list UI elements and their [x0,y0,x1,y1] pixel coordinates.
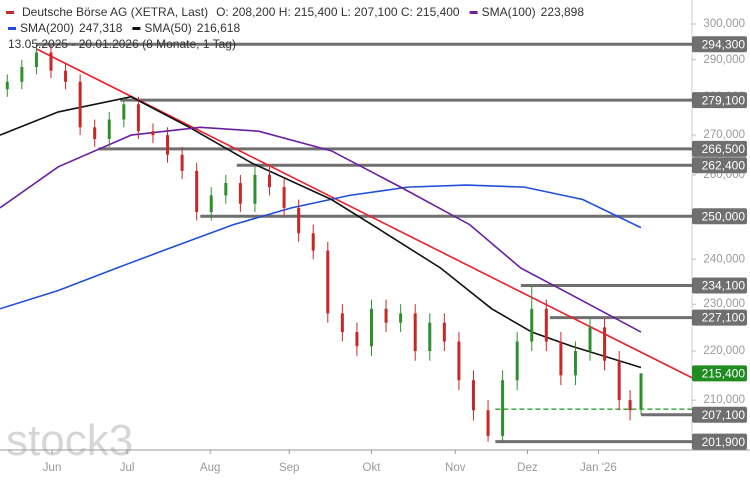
legend-marker [469,11,478,14]
level-label: 227,100 [702,311,746,325]
candle-body [603,327,607,361]
candle-body [282,187,286,208]
candle-body [195,170,199,213]
candle-body [107,119,111,140]
period: 13.05.2025 - 20.01.2026 (8 Monate, 1 Tag… [8,37,236,51]
level-box [692,277,747,294]
candle-body [49,52,53,71]
candle-body [573,351,577,376]
candle-body [5,81,9,90]
candle-body [20,67,24,82]
candle-body [166,135,170,155]
legend-marker [132,27,141,30]
candle-body [136,104,140,132]
level-label: 250,000 [702,209,746,223]
level-label: 266,500 [702,142,746,156]
candle-body [78,81,82,128]
candle-body [297,207,301,234]
candle-body [628,400,632,411]
candle-body [617,360,621,401]
y-tick-label: 210,000 [703,394,745,406]
ohlc: O: 208,200 H: 215,400 L: 207,100 C: 215,… [216,5,460,19]
chart-title: Deutsche Börse AG (XETRA, Last) [22,5,208,19]
level-box [692,36,747,53]
level-label: 262,400 [702,158,746,172]
candle-body [369,308,373,347]
candle-body [122,104,126,120]
candle-body [224,183,228,196]
level-label: 207,100 [702,408,746,422]
x-tick-label: Aug [200,462,220,474]
candle-body [413,313,417,352]
level-label: 234,100 [702,279,746,293]
candle-body [64,70,68,82]
sma-line [0,95,642,369]
legend-value: 223,898 [541,5,585,19]
x-tick-label: Jun [43,462,62,474]
legend-name: SMA(100) [482,5,536,19]
candle-body [501,380,505,436]
y-tick-label: 270,000 [703,129,745,141]
candle-body [399,313,403,323]
candle-body [34,52,38,68]
level-box [692,406,747,423]
watermark: stock3 [6,416,133,465]
legend-name: SMA(50) [144,21,191,35]
candle-body [544,308,548,342]
candle-body [457,341,461,381]
candle-body [384,308,388,323]
level-box [692,433,747,450]
level-label: 201,900 [702,435,746,449]
candle-body [486,410,490,436]
x-tick-label: Sep [279,462,299,474]
x-tick-label: Jul [120,462,135,474]
level-box [692,208,747,225]
legend-marker [8,27,16,30]
candle-body [238,183,242,204]
candle-body [442,322,446,342]
last-box [692,365,747,382]
legend-value: 216,618 [197,21,241,35]
candle-body [530,308,534,342]
candle-body [355,332,359,347]
candle-body [151,131,155,136]
sma-line [0,184,642,310]
header-marker [6,11,14,14]
level-box [692,92,747,109]
legend-value: 247,318 [79,21,123,35]
candle-body [311,233,315,251]
y-tick-label: 300,000 [703,18,745,30]
level-label: 294,300 [702,37,746,51]
candle-body [588,327,592,352]
y-tick-label: 240,000 [703,253,745,265]
level-box [692,140,747,157]
x-tick-label: Nov [445,462,466,474]
x-tick-label: Okt [363,462,382,474]
candle-body [268,174,272,188]
level-box [692,157,747,174]
x-tick-label: Dez [517,462,538,474]
candle-body [253,174,257,204]
candle-body [326,250,330,314]
candle-body [340,313,344,333]
candle-body [428,322,432,352]
sma-line [0,126,642,333]
x-tick-label: Jan '26 [580,462,617,474]
legend-name: SMA(200) [20,21,74,35]
candle-body [180,154,184,171]
candle-body [209,195,213,213]
level-box [692,309,747,326]
last-label: 215,400 [702,367,746,381]
candle-body [559,341,563,376]
y-tick-label: 290,000 [703,54,745,66]
candle-body [93,127,97,140]
y-tick-label: 230,000 [703,298,745,310]
y-tick-label: 220,000 [703,345,745,357]
candle-body [515,341,519,381]
level-label: 279,100 [702,93,746,107]
candle-body [471,380,475,411]
candle-body [639,373,643,410]
